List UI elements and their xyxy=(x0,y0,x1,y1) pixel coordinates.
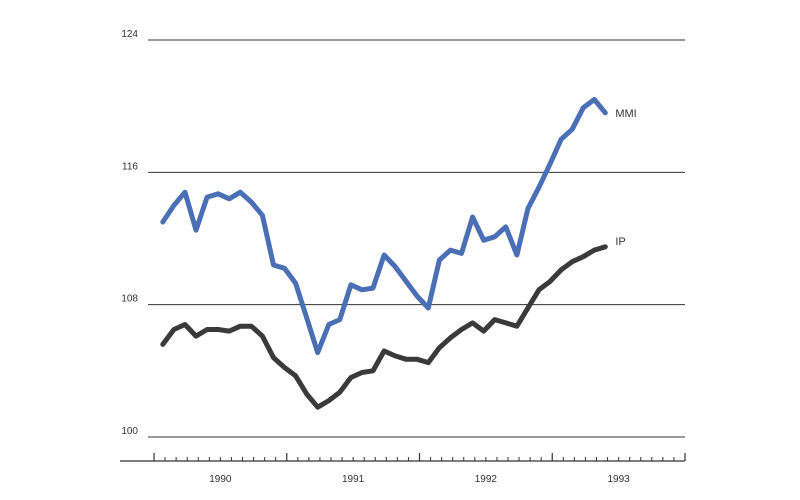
x-tick-label: 1993 xyxy=(608,474,631,485)
series-line-ip xyxy=(160,244,608,410)
y-tick-label: 116 xyxy=(122,161,138,172)
series-labels: MMI IP xyxy=(615,108,636,248)
series-label-ip: IP xyxy=(615,236,625,248)
x-tick-label: 1990 xyxy=(209,474,232,485)
series-lines xyxy=(160,97,608,410)
x-axis: 1990 1991 1992 1993 xyxy=(120,453,686,485)
x-tick-label: 1991 xyxy=(342,474,365,485)
y-tick-label: 124 xyxy=(121,29,138,40)
series-line-mmi xyxy=(160,97,608,356)
y-tick-label: 108 xyxy=(121,294,138,305)
x-tick-label: 1992 xyxy=(475,474,498,485)
y-axis-ticks: 100 108 116 124 xyxy=(121,29,138,437)
gridlines xyxy=(148,39,685,438)
series-label-mmi: MMI xyxy=(615,108,636,120)
y-tick-label: 100 xyxy=(121,426,138,437)
